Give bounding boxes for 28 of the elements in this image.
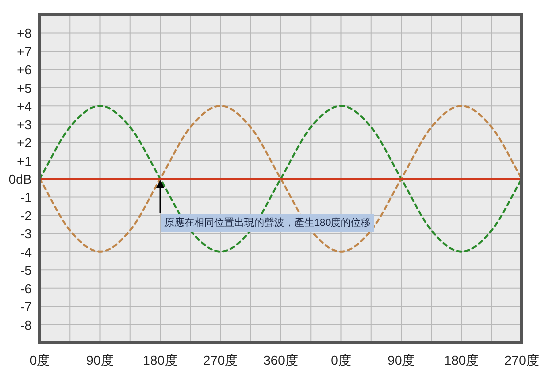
x-tick-label: 90度: [86, 353, 114, 368]
y-tick-label: +5: [17, 80, 32, 96]
x-tick-label: 180度: [143, 353, 178, 368]
y-tick-label: -5: [20, 263, 32, 278]
x-tick-label: 0度: [30, 353, 50, 368]
y-tick-label: -6: [20, 281, 32, 296]
y-tick-label: +4: [17, 99, 32, 114]
y-tick-label: -8: [20, 318, 32, 333]
y-tick-label: -4: [20, 244, 32, 260]
x-tick-label: 90度: [388, 353, 416, 368]
annotation: 原應在相同位置出現的聲波，產生180度的位移: [164, 217, 372, 229]
x-tick-label: 270度: [203, 353, 238, 368]
x-tick-label: 270度: [504, 353, 540, 368]
y-tick-label: -2: [20, 208, 32, 224]
y-tick-label: +8: [17, 26, 32, 42]
y-tick-label: +1: [17, 154, 32, 169]
y-tick-label: -1: [20, 190, 32, 206]
y-tick-label: +3: [17, 117, 32, 132]
x-tick-label: 180度: [444, 353, 480, 368]
line-series: [39, 105, 523, 253]
y-tick-label: -7: [20, 300, 32, 315]
y-tick-label: 0dB: [8, 172, 32, 187]
y-tick-label: +6: [17, 62, 32, 78]
x-tick-label: 0度: [331, 353, 352, 368]
x-tick-label: 360度: [264, 353, 298, 368]
y-tick-label: +7: [17, 44, 32, 60]
y-tick-label: -3: [20, 226, 32, 242]
y-tick-label: +2: [17, 136, 32, 151]
